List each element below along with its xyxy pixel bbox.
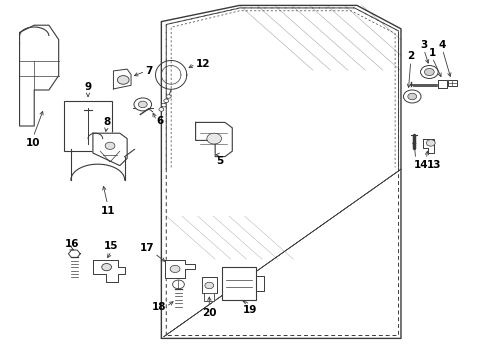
Circle shape xyxy=(138,101,147,108)
Text: 7: 7 xyxy=(145,66,152,76)
Bar xyxy=(202,277,216,293)
Text: 19: 19 xyxy=(243,305,257,315)
Text: 11: 11 xyxy=(100,206,115,216)
Text: 17: 17 xyxy=(140,243,154,253)
Circle shape xyxy=(163,99,168,103)
Text: 8: 8 xyxy=(103,117,110,127)
Text: 15: 15 xyxy=(104,241,119,251)
Circle shape xyxy=(206,133,221,144)
Text: 5: 5 xyxy=(216,156,223,166)
Polygon shape xyxy=(93,260,125,282)
Circle shape xyxy=(403,90,420,103)
Text: 2: 2 xyxy=(407,51,413,61)
Circle shape xyxy=(426,140,434,146)
Polygon shape xyxy=(113,69,131,89)
Text: 3: 3 xyxy=(420,40,427,50)
Bar xyxy=(63,101,112,151)
Circle shape xyxy=(424,68,433,76)
Text: 13: 13 xyxy=(426,160,440,170)
Text: 20: 20 xyxy=(202,308,216,318)
Circle shape xyxy=(102,264,111,271)
Polygon shape xyxy=(20,25,59,126)
Text: 10: 10 xyxy=(26,138,41,148)
Text: 12: 12 xyxy=(195,59,210,69)
Bar xyxy=(222,267,255,300)
Polygon shape xyxy=(422,139,433,153)
Text: 4: 4 xyxy=(438,40,446,50)
Text: 1: 1 xyxy=(428,48,435,58)
Circle shape xyxy=(166,95,171,98)
Circle shape xyxy=(134,98,151,111)
Circle shape xyxy=(204,282,213,289)
Polygon shape xyxy=(165,260,194,278)
Polygon shape xyxy=(93,133,127,166)
Polygon shape xyxy=(204,293,214,301)
Circle shape xyxy=(105,142,115,149)
Polygon shape xyxy=(68,250,80,257)
Text: 16: 16 xyxy=(64,239,79,249)
Polygon shape xyxy=(195,122,232,157)
Text: 9: 9 xyxy=(84,82,91,92)
Bar xyxy=(447,80,456,86)
Circle shape xyxy=(172,280,184,289)
Circle shape xyxy=(170,265,180,273)
Circle shape xyxy=(117,76,129,84)
Circle shape xyxy=(161,103,166,107)
Text: 14: 14 xyxy=(413,160,428,170)
Circle shape xyxy=(420,66,437,78)
Polygon shape xyxy=(437,80,447,88)
Circle shape xyxy=(407,93,416,100)
Text: 18: 18 xyxy=(151,302,166,312)
Circle shape xyxy=(159,108,163,111)
Text: 6: 6 xyxy=(156,116,163,126)
